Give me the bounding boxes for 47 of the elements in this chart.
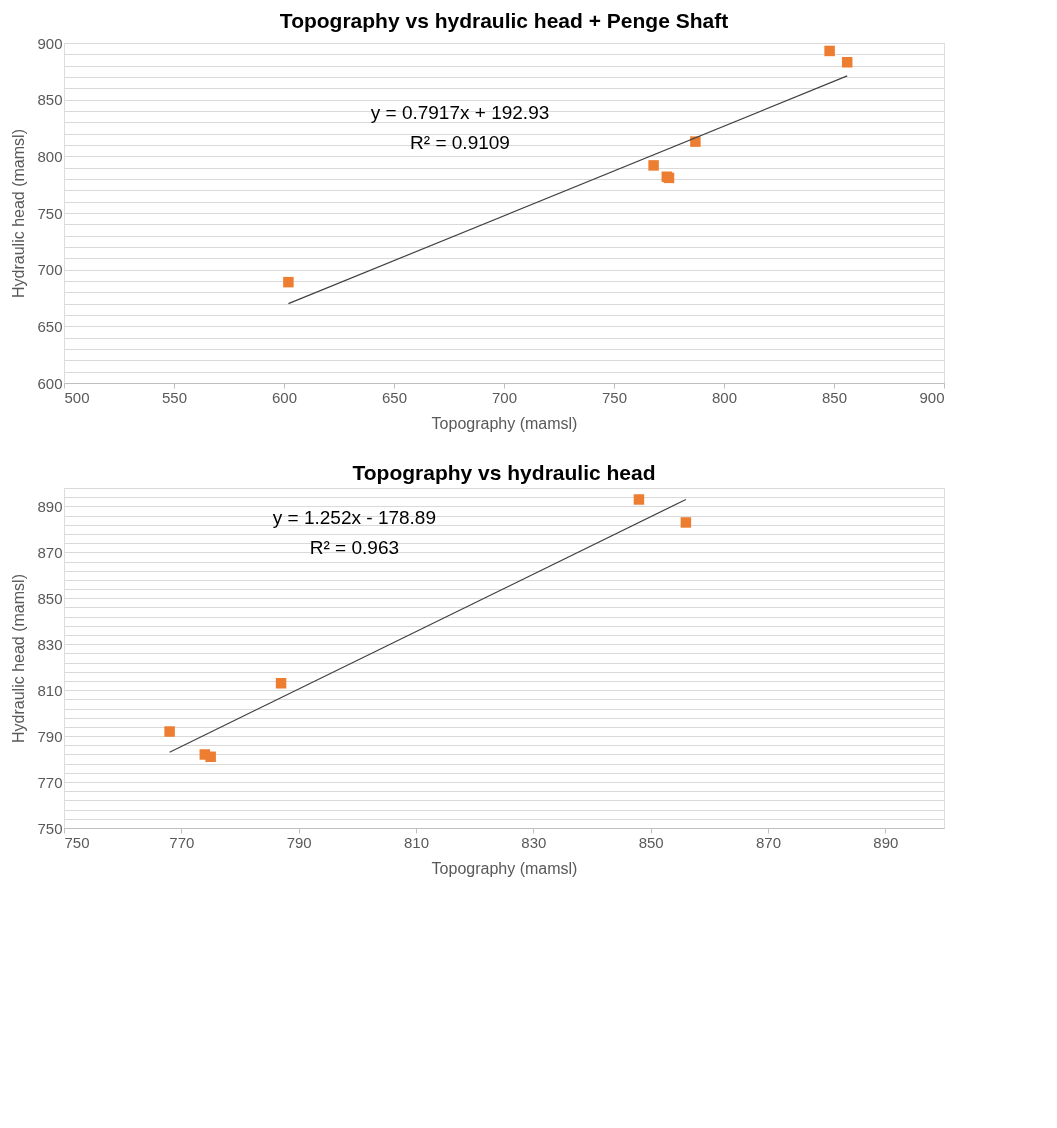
x-tick-label: 900 [919,388,945,406]
y-tick-label: 800 [37,147,63,165]
x-tick-label: 770 [169,833,195,851]
chart-title: Topography vs hydraulic head + Penge Shaft [279,9,729,32]
x-axis-title: Topography (mamsl) [431,414,578,432]
annotation: y = 0.7917x + 192.93 [370,102,550,123]
y-tick-label: 870 [37,543,63,561]
point [680,517,692,528]
x-tick-label: 600 [271,388,298,406]
x-tick-label: 830 [521,833,547,851]
x-tick-label: 500 [64,388,90,406]
x-tick-label: 550 [161,388,188,406]
y-tick-label: 650 [37,317,63,335]
y-tick-label: 890 [37,497,63,515]
y-tick-label: 770 [37,773,63,791]
y-tick-label: 830 [37,635,63,653]
x-tick-label: 800 [711,388,738,406]
point [275,678,287,689]
y-tick-label: 850 [37,91,63,109]
y-tick-label: 790 [37,727,63,745]
y-tick-label: 900 [37,34,63,52]
point [205,751,216,763]
x-tick-label: 790 [286,833,312,851]
x-tick-label: 890 [873,833,899,851]
y-tick-label: 850 [37,589,63,607]
annotation: y = 1.252x - 178.89 [272,507,436,528]
chart-title: Topography vs hydraulic head [352,461,656,484]
point [633,494,645,505]
x-tick-label: 870 [755,833,782,851]
y-tick-label: 750 [37,204,63,222]
annotation: R² = 0.9109 [410,132,510,153]
x-axis-title: Topography (mamsl) [431,859,578,877]
y-tick-label: 810 [37,681,63,699]
y-tick-label: 700 [37,261,63,279]
x-tick-label: 750 [601,388,628,406]
x-tick-label: 750 [64,833,90,851]
x-tick-label: 850 [821,388,848,406]
y-axis-title: Hydraulic head (mamsl) [10,574,28,743]
y-tick-label: 600 [37,374,63,392]
x-tick-label: 850 [638,833,664,851]
x-tick-label: 650 [381,388,408,406]
y-axis-title: Hydraulic head (mamsl) [10,129,28,298]
x-tick-label: 810 [403,833,430,851]
y-tick-label: 750 [37,819,63,837]
point [164,726,175,737]
annotation: R² = 0.963 [309,537,400,558]
x-tick-label: 700 [491,388,518,406]
